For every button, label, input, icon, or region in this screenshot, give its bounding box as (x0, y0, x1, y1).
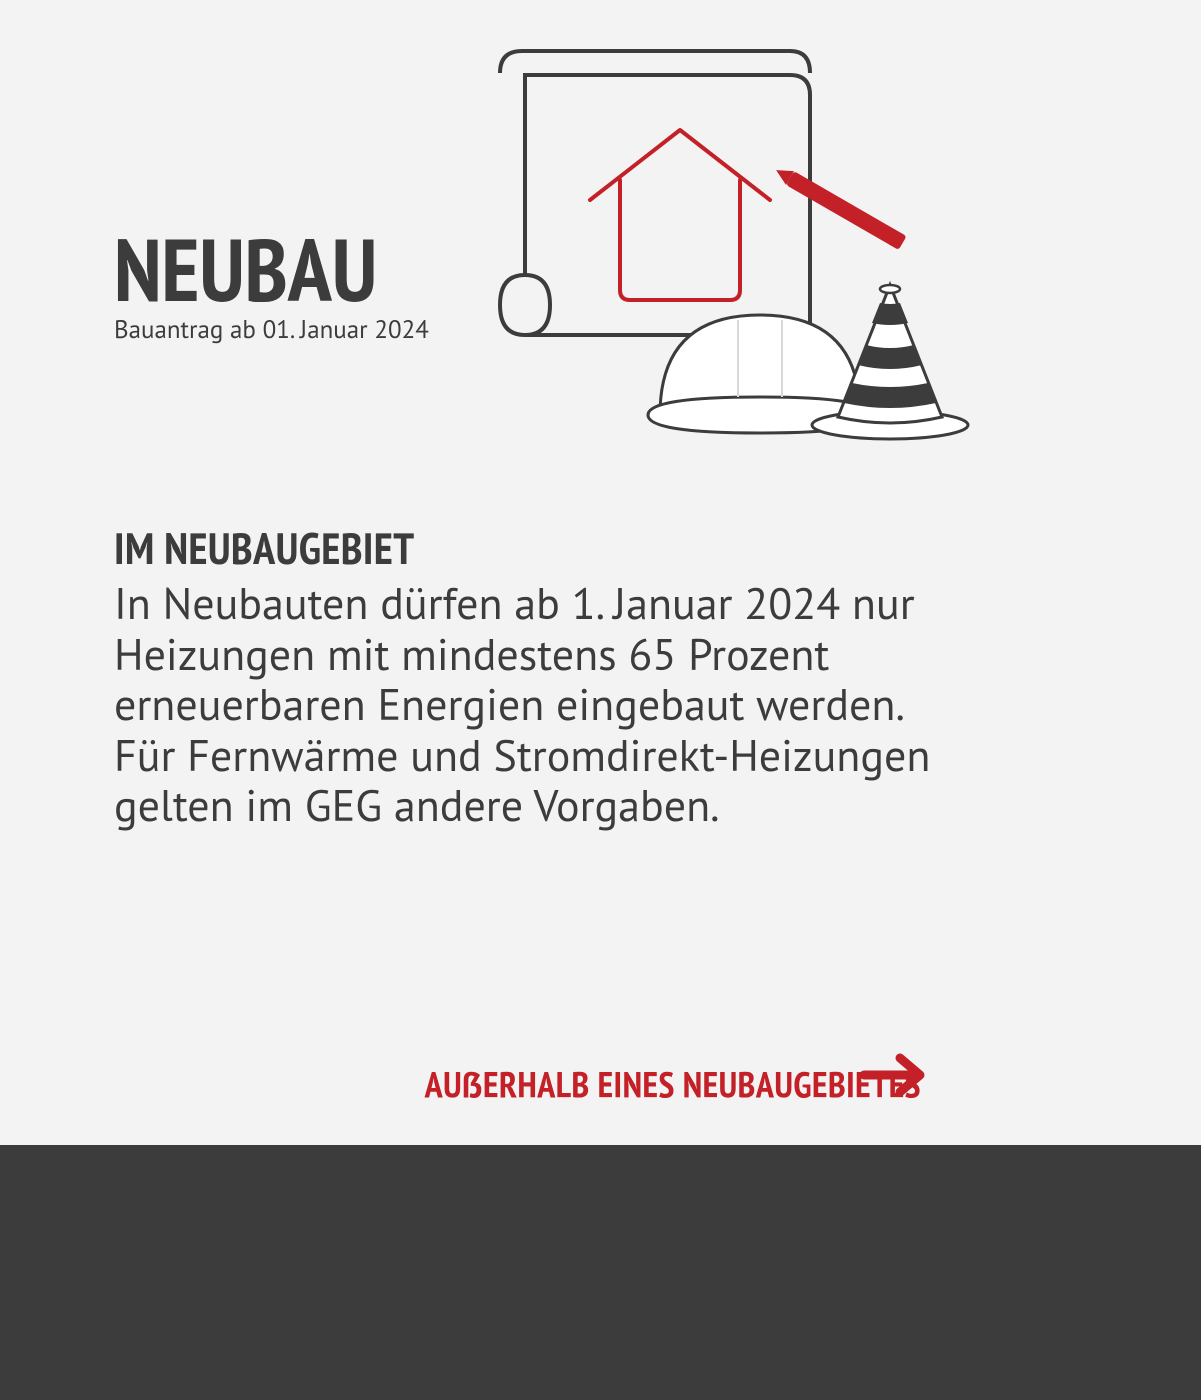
footer-bar (0, 1145, 1201, 1400)
hero-text-block: NEUBAU Bauantrag ab 01. Januar 2024 (114, 230, 429, 345)
pencil-icon (772, 163, 906, 250)
arrow-right-icon[interactable] (860, 1050, 930, 1105)
next-link-label: AUẞERHALB EINES NEUBAUGEBIETES (425, 1060, 921, 1107)
section-text: In Neubauten dürfen ab 1. Januar 2024 nu… (114, 579, 934, 832)
section-body: IM NEUBAUGEBIET In Neubauten dürfen ab 1… (0, 480, 1201, 832)
page: NEUBAU Bauantrag ab 01. Januar 2024 (0, 0, 1201, 1400)
hero-section: NEUBAU Bauantrag ab 01. Januar 2024 (0, 0, 1201, 480)
section-heading: IM NEUBAUGEBIET (114, 520, 1087, 577)
page-subtitle: Bauantrag ab 01. Januar 2024 (114, 313, 429, 345)
house-icon (590, 130, 770, 300)
blueprint-illustration (490, 45, 970, 445)
next-link[interactable]: AUẞERHALB EINES NEUBAUGEBIETES (425, 1060, 921, 1107)
page-title: NEUBAU (114, 230, 429, 309)
